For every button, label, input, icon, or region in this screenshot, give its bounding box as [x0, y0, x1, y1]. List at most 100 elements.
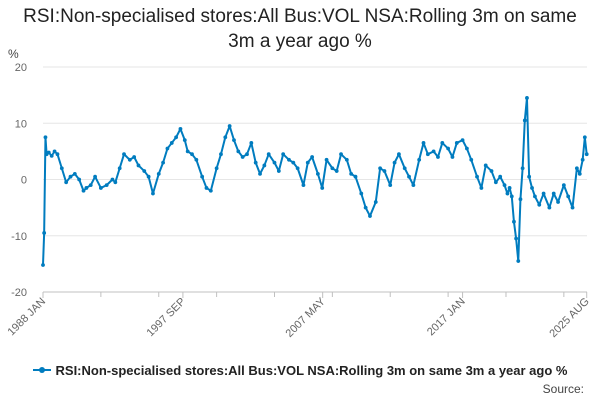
data-point[interactable] [392, 160, 397, 165]
data-point[interactable] [483, 163, 488, 168]
data-point[interactable] [556, 200, 560, 204]
data-point[interactable] [330, 166, 335, 171]
data-point[interactable] [266, 152, 271, 157]
data-point[interactable] [339, 152, 343, 157]
data-point[interactable] [55, 152, 60, 157]
data-point[interactable] [417, 157, 422, 162]
data-point[interactable] [566, 194, 571, 199]
data-point[interactable] [407, 174, 411, 179]
data-point[interactable] [245, 152, 249, 157]
data-point[interactable] [402, 166, 407, 171]
data-point[interactable] [440, 141, 445, 145]
data-point[interactable] [551, 191, 556, 196]
data-point[interactable] [46, 150, 51, 155]
data-point[interactable] [281, 152, 286, 157]
data-point[interactable] [208, 188, 213, 193]
data-point[interactable] [320, 186, 325, 190]
data-point[interactable] [489, 169, 494, 173]
data-point[interactable] [411, 183, 416, 188]
data-point[interactable] [127, 157, 132, 162]
data-point[interactable] [169, 141, 174, 145]
data-point[interactable] [253, 160, 258, 165]
data-point[interactable] [182, 138, 187, 143]
data-point[interactable] [527, 174, 532, 179]
data-point[interactable] [530, 186, 534, 190]
data-point[interactable] [104, 183, 109, 188]
data-point[interactable] [349, 171, 354, 176]
data-point[interactable] [236, 149, 241, 154]
data-point[interactable] [68, 174, 73, 179]
data-point[interactable] [436, 155, 440, 159]
data-point[interactable] [156, 171, 161, 176]
data-point[interactable] [49, 153, 54, 158]
data-point[interactable] [469, 157, 474, 162]
data-point[interactable] [479, 186, 484, 190]
legend[interactable]: RSI:Non-specialised stores:All Bus:VOL N… [0, 360, 600, 380]
data-point[interactable] [174, 135, 179, 140]
data-point[interactable] [262, 163, 267, 168]
data-point[interactable] [518, 197, 523, 202]
data-point[interactable] [258, 171, 262, 176]
data-point[interactable] [425, 152, 430, 157]
data-point[interactable] [382, 169, 387, 173]
data-point[interactable] [136, 163, 141, 168]
data-point[interactable] [541, 191, 546, 196]
data-point[interactable] [151, 191, 155, 196]
data-point[interactable] [113, 180, 118, 185]
data-point[interactable] [232, 138, 236, 143]
data-point[interactable] [507, 186, 512, 190]
data-point[interactable] [194, 157, 199, 162]
data-point[interactable] [295, 166, 300, 171]
data-point[interactable] [310, 155, 315, 159]
data-point[interactable] [214, 166, 219, 171]
data-point[interactable] [272, 160, 277, 165]
data-point[interactable] [178, 126, 183, 131]
data-point[interactable] [117, 166, 122, 171]
data-point[interactable] [516, 259, 521, 263]
data-point[interactable] [514, 236, 519, 241]
data-point[interactable] [223, 135, 228, 140]
data-point[interactable] [522, 118, 527, 123]
data-point[interactable] [142, 169, 147, 173]
data-point[interactable] [460, 138, 465, 143]
data-point[interactable] [249, 141, 254, 145]
data-point[interactable] [584, 152, 589, 157]
data-point[interactable] [363, 205, 368, 210]
data-point[interactable] [446, 146, 451, 151]
data-point[interactable] [146, 174, 151, 179]
data-point[interactable] [561, 183, 566, 188]
data-point[interactable] [41, 263, 45, 267]
data-point[interactable] [204, 186, 209, 190]
data-point[interactable] [368, 214, 372, 218]
data-point[interactable] [84, 186, 89, 190]
data-point[interactable] [334, 169, 339, 173]
data-point[interactable] [88, 183, 93, 188]
data-point[interactable] [77, 177, 82, 182]
data-point[interactable] [81, 188, 86, 193]
data-point[interactable] [291, 160, 296, 165]
data-point[interactable] [42, 231, 47, 235]
data-point[interactable] [301, 183, 306, 188]
data-point[interactable] [509, 194, 514, 199]
data-point[interactable] [570, 205, 575, 210]
data-point[interactable] [98, 186, 103, 190]
data-point[interactable] [498, 174, 503, 179]
data-point[interactable] [580, 157, 585, 162]
data-point[interactable] [324, 157, 329, 162]
data-point[interactable] [240, 155, 245, 159]
data-point[interactable] [378, 166, 383, 171]
data-point[interactable] [110, 177, 115, 182]
data-point[interactable] [582, 135, 587, 140]
data-point[interactable] [315, 171, 320, 176]
data-point[interactable] [493, 180, 498, 185]
data-point[interactable] [577, 171, 582, 176]
data-point[interactable] [185, 149, 190, 154]
data-point[interactable] [431, 149, 436, 154]
data-point[interactable] [219, 152, 223, 157]
data-point[interactable] [475, 174, 479, 179]
data-point[interactable] [64, 180, 69, 185]
data-point[interactable] [344, 157, 349, 162]
data-point[interactable] [547, 205, 552, 210]
data-point[interactable] [465, 146, 469, 151]
data-point[interactable] [200, 174, 205, 179]
